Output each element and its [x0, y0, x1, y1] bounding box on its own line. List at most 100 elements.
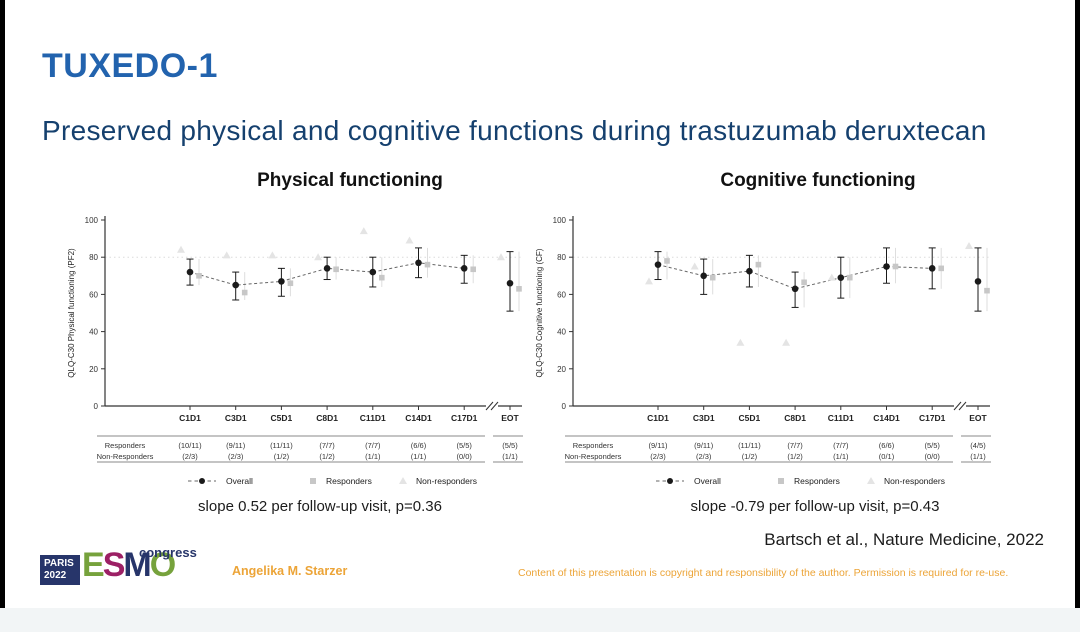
y-axis: 0 20 40 60 80 100: [553, 216, 574, 411]
svg-text:(5/5): (5/5): [502, 441, 518, 450]
svg-text:(7/7): (7/7): [787, 441, 803, 450]
year-label: 2022: [44, 570, 67, 581]
chart0-svg: Physical functioning QLQ-C30 Physical fun…: [67, 170, 523, 486]
svg-text:(6/6): (6/6): [411, 441, 427, 450]
svg-text:60: 60: [557, 290, 566, 299]
svg-text:(1/1): (1/1): [970, 452, 986, 461]
svg-text:(1/1): (1/1): [502, 452, 518, 461]
y-axis: 0 20 40 60 80 100: [85, 216, 106, 411]
chart-title: Cognitive functioning: [720, 170, 915, 191]
paris-2022-box: PARIS 2022: [40, 555, 80, 585]
citation: Bartsch et al., Nature Medicine, 2022: [764, 530, 1044, 549]
chart-legend: Overall Responders Non-responders: [656, 476, 945, 486]
svg-text:0: 0: [562, 402, 567, 411]
right-edge-bar: [1075, 0, 1080, 609]
esmo-letter-e: E: [82, 546, 105, 584]
svg-text:(7/7): (7/7): [833, 441, 849, 450]
svg-text:Overall: Overall: [226, 476, 253, 486]
svg-text:C1D1: C1D1: [179, 413, 201, 423]
svg-text:20: 20: [89, 365, 98, 374]
svg-text:60: 60: [89, 290, 98, 299]
svg-text:C14D1: C14D1: [405, 413, 432, 423]
svg-text:(1/2): (1/2): [274, 452, 290, 461]
esmo-letter-o: O: [149, 546, 176, 584]
svg-text:C5D1: C5D1: [739, 413, 761, 423]
esmo-letter-s: S: [102, 546, 126, 584]
svg-text:(11/11): (11/11): [270, 441, 293, 450]
svg-text:20: 20: [557, 365, 566, 374]
copyright-notice: Content of this presentation is copyrigh…: [518, 567, 1009, 579]
svg-text:(0/1): (0/1): [879, 452, 895, 461]
svg-text:Non-responders: Non-responders: [416, 476, 477, 486]
svg-text:80: 80: [89, 253, 98, 262]
cognitive-functioning-chart: Cognitive functioning QLQ-C30 Cognitive f…: [528, 160, 1008, 500]
svg-text:(2/3): (2/3): [182, 452, 198, 461]
svg-text:Responders: Responders: [794, 476, 840, 486]
svg-text:(6/6): (6/6): [879, 441, 895, 450]
svg-text:C11D1: C11D1: [360, 413, 386, 423]
svg-text:C5D1: C5D1: [271, 413, 293, 423]
svg-text:(1/2): (1/2): [742, 452, 758, 461]
svg-text:EOT: EOT: [501, 413, 519, 423]
svg-text:(5/5): (5/5): [924, 441, 940, 450]
svg-text:EOT: EOT: [969, 413, 987, 423]
counts-table: Responders (10/11) (9/11) (11/11) (7/7) (7/7)…: [97, 435, 523, 463]
x-axis: C1D1 C3D1 C5D1 C8D1 C11D1 C14D1 C17D1 EOT: [573, 401, 990, 423]
page-title: TUXEDO-1: [42, 46, 218, 85]
svg-text:(9/11): (9/11): [694, 441, 714, 450]
svg-text:100: 100: [553, 216, 567, 225]
svg-text:(2/3): (2/3): [696, 452, 712, 461]
svg-text:(5/5): (5/5): [456, 441, 472, 450]
svg-text:Non-Responders: Non-Responders: [97, 452, 154, 461]
paris-label: PARIS: [44, 558, 74, 569]
svg-text:40: 40: [557, 328, 566, 337]
congress-label: congress: [139, 545, 197, 560]
svg-text:(1/2): (1/2): [319, 452, 335, 461]
svg-text:(0/0): (0/0): [924, 452, 940, 461]
slope-note-cognitive: slope -0.79 per follow-up visit, p=0.43: [690, 498, 940, 515]
svg-text:Overall: Overall: [694, 476, 721, 486]
svg-text:80: 80: [557, 253, 566, 262]
y-axis-label: QLQ-C30 Physical functioning (PF2): [67, 248, 76, 378]
svg-text:(9/11): (9/11): [226, 441, 246, 450]
left-edge-bar: [0, 0, 5, 609]
svg-text:(9/11): (9/11): [648, 441, 668, 450]
svg-text:(7/7): (7/7): [365, 441, 381, 450]
svg-text:(2/3): (2/3): [228, 452, 244, 461]
svg-text:(11/11): (11/11): [738, 441, 761, 450]
svg-text:(4/5): (4/5): [970, 441, 986, 450]
svg-text:(1/2): (1/2): [787, 452, 803, 461]
svg-text:C8D1: C8D1: [784, 413, 806, 423]
svg-text:C8D1: C8D1: [316, 413, 338, 423]
svg-text:Responders: Responders: [326, 476, 372, 486]
page-subtitle: Preserved physical and cognitive functio…: [42, 115, 987, 147]
esmo-wordmark: ESMO: [82, 545, 176, 585]
author-name: Angelika M. Starzer: [232, 564, 348, 578]
svg-text:0: 0: [94, 402, 99, 411]
svg-text:(10/11): (10/11): [178, 441, 202, 450]
svg-text:Non-Responders: Non-Responders: [565, 452, 622, 461]
svg-text:(1/1): (1/1): [411, 452, 427, 461]
svg-text:C1D1: C1D1: [647, 413, 669, 423]
svg-text:40: 40: [89, 328, 98, 337]
slope-note-physical: slope 0.52 per follow-up visit, p=0.36: [198, 498, 442, 515]
svg-text:C3D1: C3D1: [225, 413, 247, 423]
non-responders-series: [645, 242, 973, 346]
counts-table: Responders (9/11) (9/11) (11/11) (7/7) (7/7) (…: [565, 435, 991, 463]
chart-legend: Overall Responders Non-responders: [188, 476, 477, 486]
svg-text:Responders: Responders: [573, 441, 614, 450]
x-axis: C1D1 C3D1 C5D1 C8D1 C11D1 C14D1 C17D1 EOT: [105, 401, 522, 423]
y-axis-label: QLQ-C30 Cognitive functioning (CF): [535, 248, 544, 377]
svg-text:(0/0): (0/0): [456, 452, 472, 461]
esmo-letter-m: M: [123, 546, 151, 584]
svg-text:(2/3): (2/3): [650, 452, 666, 461]
responders-series: [664, 258, 990, 294]
svg-text:(1/1): (1/1): [833, 452, 849, 461]
svg-text:C14D1: C14D1: [873, 413, 900, 423]
svg-text:Non-responders: Non-responders: [884, 476, 945, 486]
non-responders-series: [177, 227, 505, 261]
chart-title: Physical functioning: [257, 170, 443, 191]
physical-functioning-chart: Physical functioning QLQ-C30 Physical fun…: [60, 160, 540, 500]
svg-text:C3D1: C3D1: [693, 413, 715, 423]
responders-series: [196, 261, 522, 296]
